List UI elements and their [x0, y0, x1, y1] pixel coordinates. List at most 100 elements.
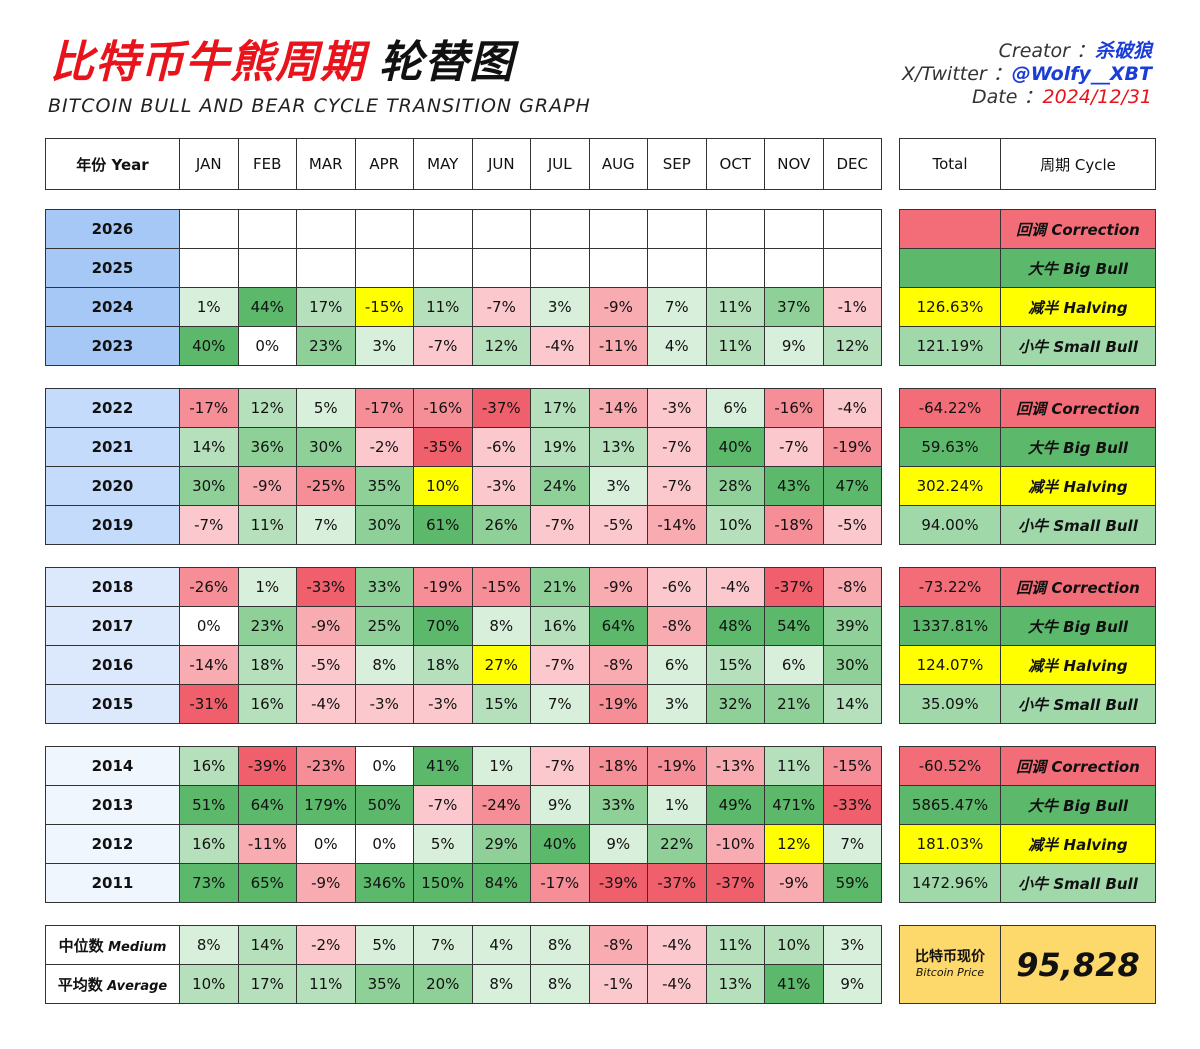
month-cell-feb: 65%	[237, 863, 297, 903]
cycle-cell: 大牛 Big Bull	[1000, 427, 1156, 467]
month-cell-jun: 29%	[471, 824, 531, 864]
month-cell-apr	[354, 248, 414, 288]
cycle-group-months: 2022 -17% 12% 5% -17% -16% -37% 17% -14% -3% 6% -16…	[45, 388, 882, 545]
stat-label-cn: 平均数	[57, 975, 103, 994]
month-cell-oct: 11%	[705, 287, 765, 327]
month-cell-jan: -7%	[179, 505, 239, 545]
month-cell-oct: 10%	[705, 505, 765, 545]
year-cell: 2026	[45, 209, 180, 249]
month-cell-oct	[705, 248, 765, 288]
summary-row: 1337.81% 大牛 Big Bull	[899, 606, 1156, 646]
month-cell-oct: 48%	[705, 606, 765, 646]
month-cell-aug: -19%	[588, 684, 648, 724]
header-month-oct: OCT	[705, 138, 765, 190]
month-cell-jan: 40%	[179, 326, 239, 366]
date-label: Date ：	[972, 86, 1043, 108]
cycle-cell: 回调 Correction	[1000, 388, 1156, 428]
month-cell-may: 61%	[413, 505, 473, 545]
summary-row: 126.63% 减半 Halving	[899, 287, 1156, 327]
stat-cell-dec: 9%	[822, 964, 882, 1004]
month-cell-mar: -25%	[296, 466, 356, 506]
stat-cell-jun: 8%	[471, 964, 531, 1004]
creator-line: Creator ：杀破狼	[902, 40, 1152, 63]
month-cell-mar: 17%	[296, 287, 356, 327]
year-cell: 2015	[45, 684, 180, 724]
month-cell-mar: -9%	[296, 606, 356, 646]
summary-row: -64.22% 回调 Correction	[899, 388, 1156, 428]
month-cell-mar: -33%	[296, 567, 356, 607]
year-cell: 2012	[45, 824, 180, 864]
month-cell-feb: 16%	[237, 684, 297, 724]
table-row: 2011 73% 65% -9% 346% 150% 84% -17% -39% -37% -37%…	[45, 863, 882, 903]
total-cell: 1337.81%	[899, 606, 1001, 646]
month-cell-mar	[296, 209, 356, 249]
stat-label: 平均数 Average	[45, 964, 180, 1004]
month-cell-aug: 33%	[588, 785, 648, 825]
total-cell: 126.63%	[899, 287, 1001, 327]
month-cell-mar: -9%	[296, 863, 356, 903]
stat-cell-dec: 3%	[822, 925, 882, 965]
month-cell-apr: 8%	[354, 645, 414, 685]
month-cell-jul: -7%	[530, 746, 590, 786]
month-cell-jun: 12%	[471, 326, 531, 366]
stat-label-en: Medium	[103, 939, 167, 955]
cycle-cell: 小牛 Small Bull	[1000, 863, 1156, 903]
month-cell-oct: 40%	[705, 427, 765, 467]
total-cell	[899, 209, 1001, 249]
summary-row: 59.63% 大牛 Big Bull	[899, 427, 1156, 467]
stat-cell-jan: 8%	[179, 925, 239, 965]
month-cell-aug: -39%	[588, 863, 648, 903]
table-row: 2019 -7% 11% 7% 30% 61% 26% -7% -5% -14% 10% -18% -5…	[45, 505, 882, 545]
year-cell: 2025	[45, 248, 180, 288]
month-cell-apr: 50%	[354, 785, 414, 825]
stat-cell-nov: 10%	[764, 925, 824, 965]
month-cell-nov: 43%	[764, 466, 824, 506]
month-cell-mar: 30%	[296, 427, 356, 467]
month-cell-may: 41%	[413, 746, 473, 786]
month-cell-jul: 16%	[530, 606, 590, 646]
month-cell-mar: -4%	[296, 684, 356, 724]
header-year: 年份 Year	[45, 138, 180, 190]
month-cell-aug: -9%	[588, 567, 648, 607]
month-cell-jul: -17%	[530, 863, 590, 903]
month-cell-jul	[530, 209, 590, 249]
month-cell-sep: 3%	[647, 684, 707, 724]
month-cell-feb	[237, 248, 297, 288]
month-cell-nov: 11%	[764, 746, 824, 786]
total-cell: 121.19%	[899, 326, 1001, 366]
month-cell-aug	[588, 248, 648, 288]
month-cell-oct: 15%	[705, 645, 765, 685]
summary-row: 121.19% 小牛 Small Bull	[899, 326, 1156, 366]
stat-label-en: Average	[102, 978, 168, 994]
month-cell-apr: 0%	[354, 746, 414, 786]
total-cell: 302.24%	[899, 466, 1001, 506]
month-cell-feb: 11%	[237, 505, 297, 545]
page-title-cn: 比特币牛熊周期 轮替图	[50, 26, 514, 90]
month-cell-aug: -14%	[588, 388, 648, 428]
table-row: 2026	[45, 209, 882, 249]
month-cell-jul: 9%	[530, 785, 590, 825]
total-cell: -73.22%	[899, 567, 1001, 607]
table-row: 2024 1% 44% 17% -15% 11% -7% 3% -9% 7% 11% 37% -1%	[45, 287, 882, 327]
month-cell-sep: -7%	[647, 466, 707, 506]
stat-cell-mar: 11%	[296, 964, 356, 1004]
month-cell-nov: -9%	[764, 863, 824, 903]
month-cell-sep: 6%	[647, 645, 707, 685]
month-cell-nov: 54%	[764, 606, 824, 646]
creator-label: Creator ：	[998, 40, 1095, 62]
month-cell-sep: 22%	[647, 824, 707, 864]
month-cell-jun: -37%	[471, 388, 531, 428]
month-cell-jun: -7%	[471, 287, 531, 327]
month-cell-sep: 1%	[647, 785, 707, 825]
table-row: 2016 -14% 18% -5% 8% 18% 27% -7% -8% 6% 15% 6% 30%	[45, 645, 882, 685]
month-cell-jul: 19%	[530, 427, 590, 467]
header-month-jul: JUL	[530, 138, 590, 190]
date-line: Date ：2024/12/31	[902, 86, 1152, 109]
month-cell-may	[413, 248, 473, 288]
stat-cell-jul: 8%	[530, 925, 590, 965]
cycle-group-months: 2026 2025 2024 1% 44% 17% -15% 11% -7% 3% -9% 7% 11%…	[45, 209, 882, 366]
title-cn-main: 比特币牛熊周期	[50, 37, 365, 88]
month-cell-dec: -15%	[822, 746, 882, 786]
total-cell: 124.07%	[899, 645, 1001, 685]
stat-cell-apr: 35%	[354, 964, 414, 1004]
